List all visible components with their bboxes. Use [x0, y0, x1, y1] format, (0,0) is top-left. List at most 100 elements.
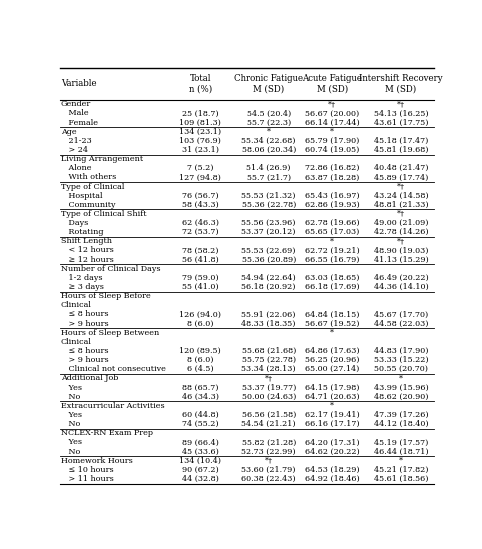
Text: ≤ 8 hours: ≤ 8 hours — [61, 347, 108, 355]
Text: 60.38 (22.43): 60.38 (22.43) — [241, 475, 296, 483]
Text: 88 (65.7): 88 (65.7) — [182, 384, 218, 391]
Text: 62 (46.3): 62 (46.3) — [182, 219, 219, 227]
Text: 45.18 (17.47): 45.18 (17.47) — [374, 137, 428, 145]
Text: Community: Community — [61, 201, 116, 209]
Text: 42.78 (14.26): 42.78 (14.26) — [374, 228, 428, 236]
Text: > 11 hours: > 11 hours — [61, 475, 114, 483]
Text: 51.4 (26.9): 51.4 (26.9) — [246, 164, 291, 172]
Text: 64.71 (20.63): 64.71 (20.63) — [305, 393, 360, 401]
Text: 44.36 (14.10): 44.36 (14.10) — [374, 283, 428, 291]
Text: *: * — [330, 329, 334, 337]
Text: ≤ 10 hours: ≤ 10 hours — [61, 466, 114, 474]
Text: 45 (33.6): 45 (33.6) — [182, 447, 219, 456]
Text: 134 (23.1): 134 (23.1) — [179, 128, 221, 136]
Text: 89 (66.4): 89 (66.4) — [182, 439, 219, 446]
Text: 74 (55.2): 74 (55.2) — [182, 420, 219, 428]
Text: Additional Job: Additional Job — [61, 374, 119, 383]
Text: 64.53 (18.29): 64.53 (18.29) — [305, 466, 360, 474]
Text: 64.62 (20.22): 64.62 (20.22) — [305, 447, 360, 456]
Text: Type of Clinical Shift: Type of Clinical Shift — [61, 210, 147, 218]
Text: Intershift Recovery
M (SD): Intershift Recovery M (SD) — [359, 74, 443, 94]
Text: 79 (59.0): 79 (59.0) — [182, 274, 219, 282]
Text: *†: *† — [397, 182, 405, 191]
Text: 62.78 (19.66): 62.78 (19.66) — [305, 219, 360, 227]
Text: 48.62 (20.90): 48.62 (20.90) — [374, 393, 428, 401]
Text: 50.55 (20.70): 50.55 (20.70) — [374, 365, 428, 373]
Text: No: No — [61, 447, 80, 456]
Text: 62.72 (19.21): 62.72 (19.21) — [305, 247, 360, 255]
Text: Hours of Sleep Between: Hours of Sleep Between — [61, 329, 159, 337]
Text: 6 (4.5): 6 (4.5) — [187, 365, 214, 373]
Text: Yes: Yes — [61, 384, 82, 391]
Text: 54.5 (20.4): 54.5 (20.4) — [247, 109, 291, 117]
Text: 64.86 (17.63): 64.86 (17.63) — [305, 347, 360, 355]
Text: 134 (10.4): 134 (10.4) — [179, 457, 221, 464]
Text: 55.91 (22.06): 55.91 (22.06) — [241, 311, 296, 318]
Text: 54.13 (16.25): 54.13 (16.25) — [374, 109, 428, 117]
Text: 65.43 (16.97): 65.43 (16.97) — [305, 192, 360, 200]
Text: *: * — [330, 402, 334, 410]
Text: 55.56 (23.96): 55.56 (23.96) — [241, 219, 296, 227]
Text: Living Arrangement: Living Arrangement — [61, 155, 143, 163]
Text: *: * — [267, 128, 271, 136]
Text: 45.61 (18.56): 45.61 (18.56) — [374, 475, 428, 483]
Text: 40.48 (21.47): 40.48 (21.47) — [374, 164, 428, 172]
Text: 53.33 (15.22): 53.33 (15.22) — [374, 356, 428, 364]
Text: NCLEX-RN Exam Prep: NCLEX-RN Exam Prep — [61, 429, 153, 437]
Text: 48.81 (21.33): 48.81 (21.33) — [374, 201, 428, 209]
Text: 43.61 (17.75): 43.61 (17.75) — [374, 119, 428, 127]
Text: 65.65 (17.03): 65.65 (17.03) — [305, 228, 360, 236]
Text: 72.86 (16.82): 72.86 (16.82) — [305, 164, 360, 172]
Text: *†: *† — [265, 457, 273, 464]
Text: *: * — [399, 457, 403, 464]
Text: 62.17 (19.41): 62.17 (19.41) — [305, 411, 360, 419]
Text: 43.24 (14.58): 43.24 (14.58) — [374, 192, 428, 200]
Text: 62.86 (19.93): 62.86 (19.93) — [305, 201, 360, 209]
Text: 46 (34.3): 46 (34.3) — [182, 393, 219, 401]
Text: 45.81 (19.68): 45.81 (19.68) — [374, 146, 428, 154]
Text: 44.12 (18.40): 44.12 (18.40) — [374, 420, 428, 428]
Text: *: * — [330, 128, 334, 136]
Text: 52.73 (22.99): 52.73 (22.99) — [241, 447, 296, 456]
Text: Hospital: Hospital — [61, 192, 103, 200]
Text: ≤ 8 hours: ≤ 8 hours — [61, 311, 108, 318]
Text: 45.67 (17.70): 45.67 (17.70) — [374, 311, 428, 318]
Text: *: * — [399, 374, 403, 383]
Text: > 9 hours: > 9 hours — [61, 320, 108, 328]
Text: *†: *† — [328, 100, 336, 108]
Text: 45.19 (17.57): 45.19 (17.57) — [374, 439, 428, 446]
Text: 8 (6.0): 8 (6.0) — [187, 320, 214, 328]
Text: 66.14 (17.44): 66.14 (17.44) — [305, 119, 360, 127]
Text: 43.99 (15.96): 43.99 (15.96) — [374, 384, 428, 391]
Text: 55.53 (22.69): 55.53 (22.69) — [241, 247, 296, 255]
Text: 64.92 (18.46): 64.92 (18.46) — [305, 475, 360, 483]
Text: 64.20 (17.31): 64.20 (17.31) — [305, 439, 360, 446]
Text: 44.58 (22.03): 44.58 (22.03) — [374, 320, 428, 328]
Text: 120 (89.5): 120 (89.5) — [179, 347, 221, 355]
Text: 7 (5.2): 7 (5.2) — [187, 164, 214, 172]
Text: 55.36 (20.89): 55.36 (20.89) — [241, 256, 296, 264]
Text: ≥ 12 hours: ≥ 12 hours — [61, 256, 114, 264]
Text: 55.7 (22.3): 55.7 (22.3) — [247, 119, 291, 127]
Text: Male: Male — [61, 109, 89, 117]
Text: Female: Female — [61, 119, 98, 127]
Text: 66.18 (17.69): 66.18 (17.69) — [305, 283, 360, 291]
Text: 46.49 (20.22): 46.49 (20.22) — [374, 274, 428, 282]
Text: No: No — [61, 420, 80, 428]
Text: 127 (94.8): 127 (94.8) — [179, 173, 221, 181]
Text: Type of Clinical: Type of Clinical — [61, 182, 124, 191]
Text: 64.84 (18.15): 64.84 (18.15) — [305, 311, 360, 318]
Text: *†: *† — [397, 237, 405, 245]
Text: Extracurricular Activities: Extracurricular Activities — [61, 402, 165, 410]
Text: 44 (32.8): 44 (32.8) — [182, 475, 219, 483]
Text: 55.53 (21.32): 55.53 (21.32) — [241, 192, 296, 200]
Text: Alone: Alone — [61, 164, 92, 172]
Text: Homework Hours: Homework Hours — [61, 457, 133, 464]
Text: 53.37 (20.12): 53.37 (20.12) — [241, 228, 296, 236]
Text: 44.83 (17.90): 44.83 (17.90) — [374, 347, 428, 355]
Text: Yes: Yes — [61, 411, 82, 419]
Text: Clinical: Clinical — [61, 338, 92, 346]
Text: 65.79 (17.90): 65.79 (17.90) — [305, 137, 360, 145]
Text: 53.60 (21.79): 53.60 (21.79) — [241, 466, 296, 474]
Text: 47.39 (17.26): 47.39 (17.26) — [374, 411, 428, 419]
